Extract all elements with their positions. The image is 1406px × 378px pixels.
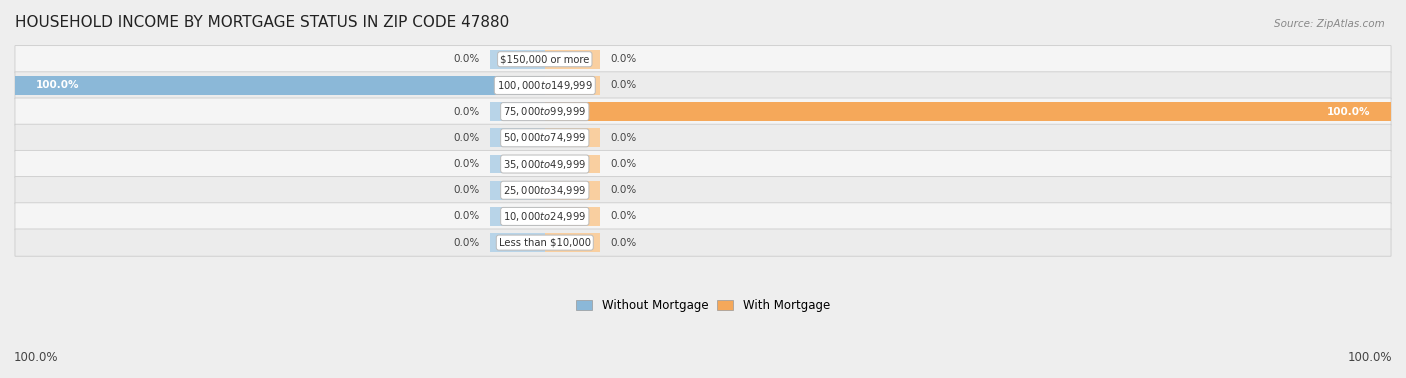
- Text: $100,000 to $149,999: $100,000 to $149,999: [496, 79, 593, 92]
- Text: 100.0%: 100.0%: [14, 351, 59, 364]
- Text: 0.0%: 0.0%: [453, 238, 479, 248]
- FancyBboxPatch shape: [15, 72, 1391, 99]
- Text: 0.0%: 0.0%: [453, 54, 479, 64]
- Bar: [489, 129, 544, 147]
- Legend: Without Mortgage, With Mortgage: Without Mortgage, With Mortgage: [571, 294, 835, 317]
- Text: $50,000 to $74,999: $50,000 to $74,999: [503, 131, 586, 144]
- Bar: [489, 50, 544, 69]
- Bar: [544, 102, 1391, 121]
- Bar: [489, 207, 544, 226]
- FancyBboxPatch shape: [15, 150, 1391, 178]
- Bar: [15, 76, 544, 95]
- Bar: [544, 76, 600, 95]
- FancyBboxPatch shape: [15, 46, 1391, 73]
- Bar: [544, 129, 600, 147]
- Bar: [489, 233, 544, 252]
- Bar: [544, 155, 600, 174]
- Bar: [544, 233, 600, 252]
- Bar: [489, 155, 544, 174]
- Text: 0.0%: 0.0%: [453, 133, 479, 143]
- FancyBboxPatch shape: [15, 124, 1391, 152]
- Text: 0.0%: 0.0%: [610, 238, 637, 248]
- Text: 0.0%: 0.0%: [453, 159, 479, 169]
- FancyBboxPatch shape: [15, 203, 1391, 230]
- Bar: [544, 207, 600, 226]
- Text: 0.0%: 0.0%: [610, 81, 637, 90]
- Bar: [489, 181, 544, 200]
- Text: $10,000 to $24,999: $10,000 to $24,999: [503, 210, 586, 223]
- FancyBboxPatch shape: [15, 229, 1391, 256]
- Text: $35,000 to $49,999: $35,000 to $49,999: [503, 158, 586, 170]
- Text: Less than $10,000: Less than $10,000: [499, 238, 591, 248]
- Text: $75,000 to $99,999: $75,000 to $99,999: [503, 105, 586, 118]
- Bar: [544, 181, 600, 200]
- Text: 100.0%: 100.0%: [35, 81, 79, 90]
- Text: $150,000 or more: $150,000 or more: [501, 54, 589, 64]
- Text: 100.0%: 100.0%: [1347, 351, 1392, 364]
- FancyBboxPatch shape: [15, 98, 1391, 125]
- Text: 0.0%: 0.0%: [610, 159, 637, 169]
- Text: $25,000 to $34,999: $25,000 to $34,999: [503, 184, 586, 197]
- Text: 0.0%: 0.0%: [610, 133, 637, 143]
- Text: 0.0%: 0.0%: [453, 211, 479, 222]
- Text: 0.0%: 0.0%: [610, 185, 637, 195]
- Text: Source: ZipAtlas.com: Source: ZipAtlas.com: [1274, 19, 1385, 29]
- Bar: [489, 102, 544, 121]
- Text: 0.0%: 0.0%: [610, 211, 637, 222]
- Bar: [544, 50, 600, 69]
- Text: 0.0%: 0.0%: [453, 185, 479, 195]
- Text: 100.0%: 100.0%: [1327, 107, 1371, 117]
- FancyBboxPatch shape: [15, 177, 1391, 204]
- Text: 0.0%: 0.0%: [453, 107, 479, 117]
- Text: 0.0%: 0.0%: [610, 54, 637, 64]
- Text: HOUSEHOLD INCOME BY MORTGAGE STATUS IN ZIP CODE 47880: HOUSEHOLD INCOME BY MORTGAGE STATUS IN Z…: [15, 15, 509, 30]
